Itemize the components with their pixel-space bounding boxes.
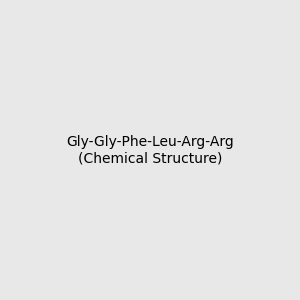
- Text: Gly-Gly-Phe-Leu-Arg-Arg
(Chemical Structure): Gly-Gly-Phe-Leu-Arg-Arg (Chemical Struct…: [66, 135, 234, 165]
